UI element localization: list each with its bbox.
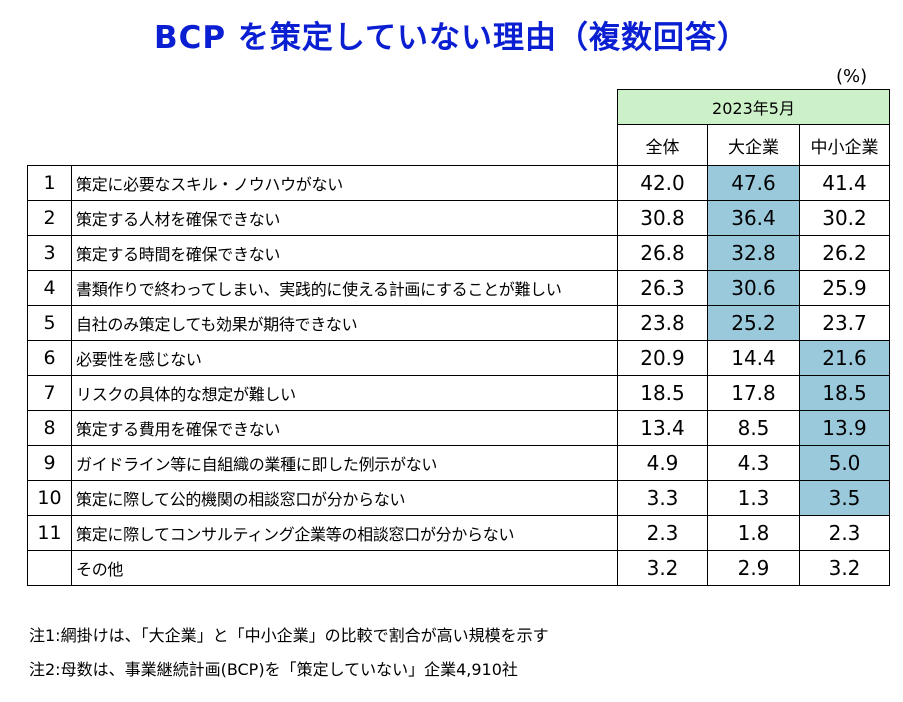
reason-label: 策定に際して公的機関の相談窓口が分からない xyxy=(71,480,618,516)
large-value: 25.2 xyxy=(707,305,800,341)
table-row: 8 策定する費用を確保できない 13.4 8.5 13.9 xyxy=(27,410,890,446)
reason-label: 必要性を感じない xyxy=(71,340,618,376)
total-value: 42.0 xyxy=(617,165,708,201)
reasons-table: 2023年5月 全体 大企業 中小企業 1 策定に必要なスキル・ノウハウがない 42… xyxy=(27,89,890,586)
row-number: 2 xyxy=(27,200,72,236)
total-value: 3.3 xyxy=(617,480,708,516)
row-number xyxy=(27,550,72,586)
sme-value: 3.5 xyxy=(799,480,890,516)
large-value: 36.4 xyxy=(707,200,800,236)
table-row: 7 リスクの具体的な想定が難しい 18.5 17.8 18.5 xyxy=(27,375,890,411)
page-title: BCP を策定していない理由（複数回答） xyxy=(154,20,749,56)
reason-label: 自社のみ策定しても効果が期待できない xyxy=(71,305,618,341)
sme-value: 25.9 xyxy=(799,270,890,306)
row-number: 3 xyxy=(27,235,72,271)
sme-value: 13.9 xyxy=(799,410,890,446)
sme-value: 30.2 xyxy=(799,200,890,236)
reason-label: 策定に必要なスキル・ノウハウがない xyxy=(71,165,618,201)
reason-label: 書類作りで終わってしまい、実践的に使える計画にすることが難しい xyxy=(71,270,618,306)
column-header-row: 全体 大企業 中小企業 xyxy=(28,124,890,166)
note-2: 注2:母数は、事業継続計画(BCP)を「策定していない」企業4,910社 xyxy=(29,660,518,679)
table-row: 2 策定する人材を確保できない 30.8 36.4 30.2 xyxy=(27,200,890,236)
reason-label: 策定する人材を確保できない xyxy=(71,200,618,236)
large-value: 1.8 xyxy=(707,515,800,551)
table-row: 11 策定に際してコンサルティング企業等の相談窓口が分からない 2.3 1.8 2.3 xyxy=(27,515,890,551)
total-value: 26.3 xyxy=(617,270,708,306)
sme-value: 21.6 xyxy=(799,340,890,376)
large-value: 1.3 xyxy=(707,480,800,516)
reason-label: 策定する費用を確保できない xyxy=(71,410,618,446)
sme-value: 41.4 xyxy=(799,165,890,201)
row-number: 4 xyxy=(27,270,72,306)
large-value: 8.5 xyxy=(707,410,800,446)
total-value: 4.9 xyxy=(617,445,708,481)
large-value: 47.6 xyxy=(707,165,800,201)
period-header-row: 2023年5月 xyxy=(28,89,890,125)
row-number: 11 xyxy=(27,515,72,551)
reason-label: ガイドライン等に自組織の業種に即した例示がない xyxy=(71,445,618,481)
total-value: 23.8 xyxy=(617,305,708,341)
column-header-total: 全体 xyxy=(617,124,708,166)
table-row: 6 必要性を感じない 20.9 14.4 21.6 xyxy=(27,340,890,376)
unit-label: (%) xyxy=(836,66,868,87)
large-value: 30.6 xyxy=(707,270,800,306)
row-number: 6 xyxy=(27,340,72,376)
note-1: 注1:網掛けは、「大企業」と「中小企業」の比較で割合が高い規模を示す xyxy=(29,626,549,645)
row-number: 7 xyxy=(27,375,72,411)
table-row: 4 書類作りで終わってしまい、実践的に使える計画にすることが難しい 26.3 30.6… xyxy=(27,270,890,306)
large-value: 32.8 xyxy=(707,235,800,271)
total-value: 30.8 xyxy=(617,200,708,236)
large-value: 17.8 xyxy=(707,375,800,411)
table-row: 3 策定する時間を確保できない 26.8 32.8 26.2 xyxy=(27,235,890,271)
reason-label: リスクの具体的な想定が難しい xyxy=(71,375,618,411)
table-row: その他 3.2 2.9 3.2 xyxy=(27,550,890,586)
reason-label: その他 xyxy=(71,550,618,586)
total-value: 20.9 xyxy=(617,340,708,376)
row-number: 9 xyxy=(27,445,72,481)
column-header-sme: 中小企業 xyxy=(799,124,890,166)
total-value: 26.8 xyxy=(617,235,708,271)
large-value: 4.3 xyxy=(707,445,800,481)
total-value: 3.2 xyxy=(617,550,708,586)
sme-value: 18.5 xyxy=(799,375,890,411)
table-row: 1 策定に必要なスキル・ノウハウがない 42.0 47.6 41.4 xyxy=(27,165,890,201)
sme-value: 23.7 xyxy=(799,305,890,341)
total-value: 18.5 xyxy=(617,375,708,411)
total-value: 2.3 xyxy=(617,515,708,551)
row-number: 8 xyxy=(27,410,72,446)
table-row: 10 策定に際して公的機関の相談窓口が分からない 3.3 1.3 3.5 xyxy=(27,480,890,516)
table-row: 9 ガイドライン等に自組織の業種に即した例示がない 4.9 4.3 5.0 xyxy=(27,445,890,481)
sme-value: 2.3 xyxy=(799,515,890,551)
row-number: 5 xyxy=(27,305,72,341)
sme-value: 26.2 xyxy=(799,235,890,271)
sme-value: 3.2 xyxy=(799,550,890,586)
large-value: 2.9 xyxy=(707,550,800,586)
reason-label: 策定する時間を確保できない xyxy=(71,235,618,271)
column-header-large: 大企業 xyxy=(707,124,800,166)
row-number: 1 xyxy=(27,165,72,201)
table-row: 5 自社のみ策定しても効果が期待できない 23.8 25.2 23.7 xyxy=(27,305,890,341)
period-header: 2023年5月 xyxy=(617,89,890,125)
large-value: 14.4 xyxy=(707,340,800,376)
reason-label: 策定に際してコンサルティング企業等の相談窓口が分からない xyxy=(71,515,618,551)
row-number: 10 xyxy=(27,480,72,516)
total-value: 13.4 xyxy=(617,410,708,446)
sme-value: 5.0 xyxy=(799,445,890,481)
